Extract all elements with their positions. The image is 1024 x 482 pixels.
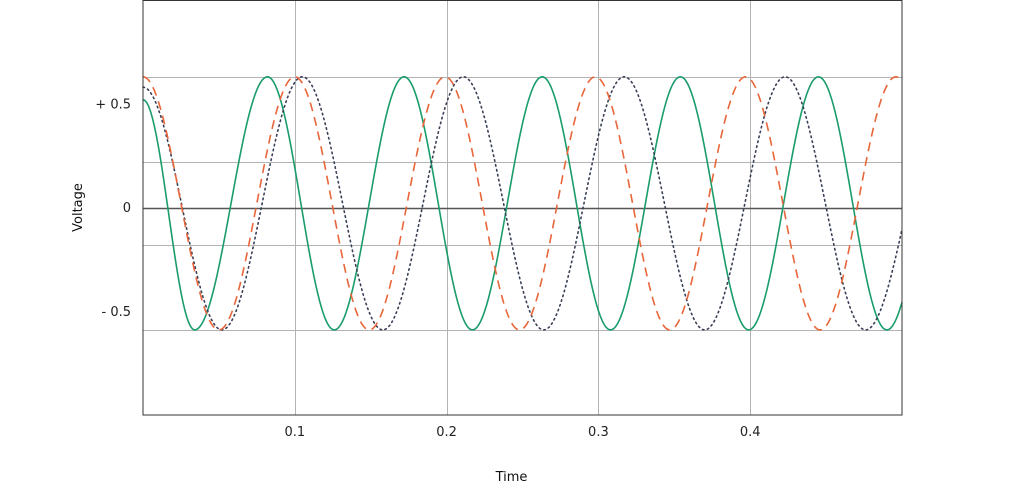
x-tick-label: 0.4 xyxy=(740,425,761,440)
y-axis-title: Voltage xyxy=(71,183,86,232)
x-tick-label: 0.1 xyxy=(284,425,305,440)
plot-area-frame xyxy=(142,0,903,416)
y-tick-label: 0 xyxy=(123,201,131,216)
series-layer xyxy=(142,75,903,331)
tick-label-layer: 0.1 0.2 0.3 0.4 + 0.5 0 - 0.5 xyxy=(95,97,760,440)
series-line-dashed xyxy=(142,75,903,331)
grid-layer xyxy=(143,0,902,415)
y-tick-label: - 0.5 xyxy=(102,305,132,320)
x-tick-label: 0.2 xyxy=(436,425,457,440)
x-tick-label: 0.3 xyxy=(588,425,609,440)
series-line-dotted xyxy=(142,75,903,331)
x-axis-title: Time xyxy=(495,470,528,482)
series-line-solid xyxy=(142,75,903,331)
y-tick-label: + 0.5 xyxy=(95,97,131,112)
